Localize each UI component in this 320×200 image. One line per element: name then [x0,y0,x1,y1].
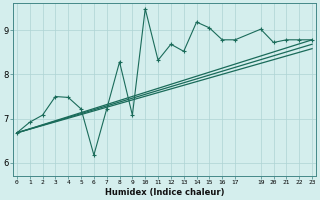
X-axis label: Humidex (Indice chaleur): Humidex (Indice chaleur) [105,188,224,197]
